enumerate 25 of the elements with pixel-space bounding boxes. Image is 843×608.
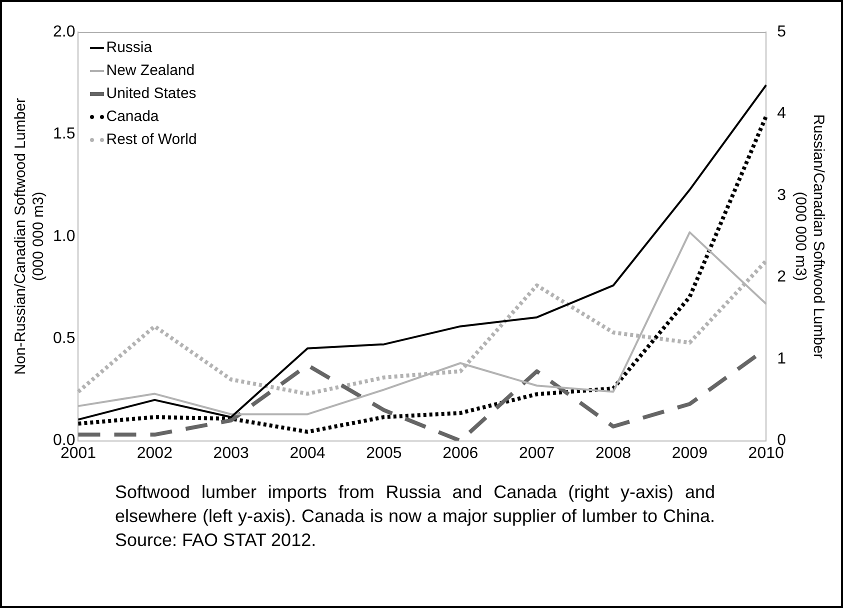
- y2-tick-label: 5: [777, 23, 786, 40]
- x-tick-label: 2009: [672, 444, 708, 462]
- x-tick-label: 2006: [442, 444, 478, 462]
- y2-axis-title: Russian/Canadian Softwood Lumber (000 000 m3): [792, 114, 827, 359]
- text: Softwood lumber imports from Russia and Canada (right y-axis) and elsewhere (left y-axis). Canada is now a major supplier of lumber to China. Source: FAO STAT 2012.: [115, 481, 715, 552]
- legend-label: New Zealand: [106, 62, 195, 79]
- legend-label: Rest of World: [106, 131, 197, 148]
- y-axis-title: Non-Russian/Canadian Softwood Lumber (000 000 m3): [12, 98, 48, 375]
- y-tick-label: 1.0: [52, 228, 76, 245]
- y-tick-label: 2.0: [52, 23, 76, 40]
- y2-tick-label: 2: [777, 268, 786, 286]
- y2-tick-label: 1: [777, 350, 786, 368]
- y2-tick-label: 4: [777, 105, 786, 122]
- x-tick-label: 2004: [290, 444, 326, 462]
- y-tick-label: 0.5: [52, 330, 76, 348]
- y2-tick-label: 3: [777, 186, 786, 204]
- y-tick-label: 1.5: [52, 126, 76, 143]
- x-tick-label: 2005: [366, 444, 402, 462]
- x-tick-label: 2003: [213, 444, 249, 462]
- x-tick-label: 2008: [595, 444, 632, 462]
- legend-label: United States: [106, 85, 196, 102]
- legend-label: Canada: [106, 108, 159, 125]
- legend-label: Russia: [106, 39, 152, 56]
- x-tick-label: 2002: [136, 444, 173, 462]
- x-tick-label: 2007: [519, 444, 555, 462]
